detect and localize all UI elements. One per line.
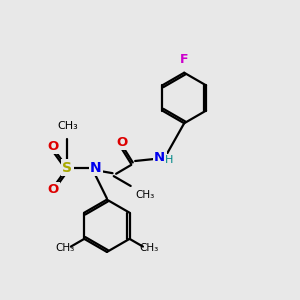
Text: O: O bbox=[117, 136, 128, 149]
Text: CH₃: CH₃ bbox=[139, 243, 158, 253]
Text: CH₃: CH₃ bbox=[57, 121, 78, 131]
Text: H: H bbox=[164, 155, 173, 165]
Text: O: O bbox=[48, 183, 59, 196]
Text: CH₃: CH₃ bbox=[56, 243, 75, 253]
Text: N: N bbox=[90, 161, 102, 175]
Text: N: N bbox=[154, 151, 165, 164]
Text: O: O bbox=[48, 140, 59, 153]
Text: F: F bbox=[180, 53, 188, 66]
Text: CH₃: CH₃ bbox=[135, 190, 154, 200]
Text: S: S bbox=[62, 161, 72, 175]
